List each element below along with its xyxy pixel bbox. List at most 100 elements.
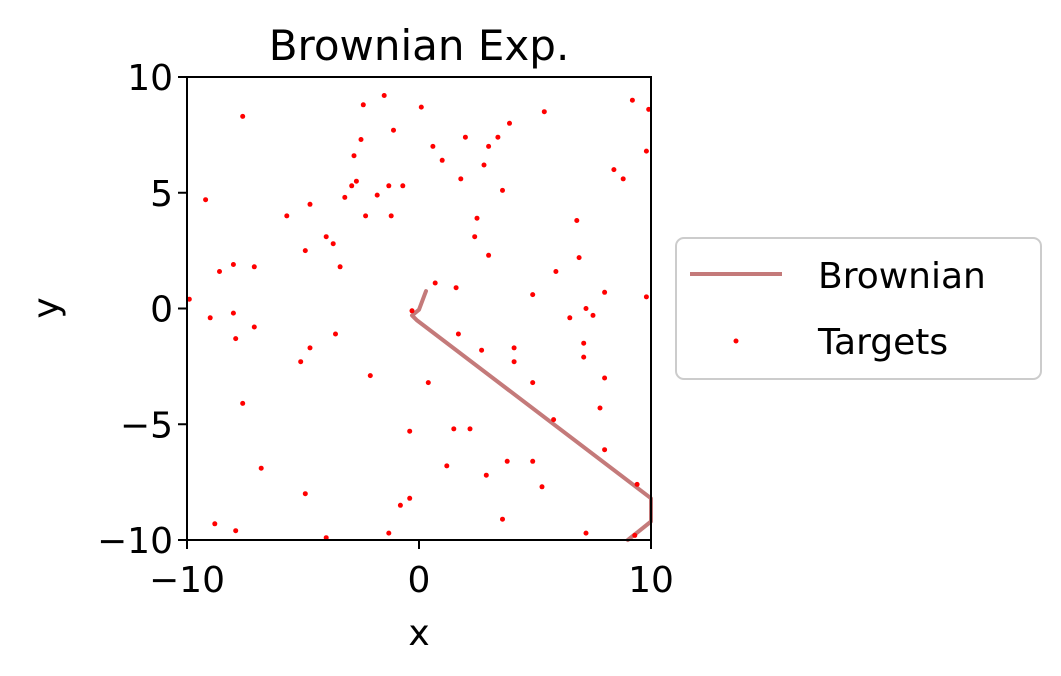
target-point-2	[207, 315, 213, 321]
target-point-81	[581, 354, 587, 360]
series-layer	[186, 93, 653, 542]
target-point-66	[504, 458, 510, 464]
target-point-91	[629, 97, 635, 103]
target-point-40	[407, 428, 413, 434]
target-point-92	[634, 481, 640, 487]
y-tick-label-2: 0	[150, 290, 173, 331]
target-point-0	[186, 296, 192, 302]
target-point-55	[467, 426, 473, 432]
target-point-63	[495, 134, 501, 140]
target-point-50	[451, 426, 457, 432]
target-point-32	[374, 192, 380, 198]
y-tick-label-3: 5	[150, 174, 173, 215]
target-point-7	[233, 336, 239, 342]
target-point-30	[363, 213, 369, 219]
target-point-86	[602, 447, 608, 453]
target-point-52	[458, 176, 464, 182]
target-point-5	[230, 262, 236, 267]
target-point-79	[576, 255, 582, 261]
target-point-80	[581, 340, 587, 346]
target-point-28	[358, 137, 364, 142]
target-point-46	[430, 143, 436, 149]
target-point-47	[432, 280, 438, 286]
target-point-23	[337, 264, 343, 270]
target-point-73	[541, 109, 547, 115]
x-tick-label-2: 10	[628, 560, 674, 601]
chart-title: Brownian Exp.	[269, 21, 570, 70]
target-point-54	[462, 134, 468, 140]
target-point-48	[439, 157, 445, 163]
target-point-4	[217, 269, 222, 274]
target-point-77	[567, 315, 573, 321]
target-point-78	[574, 218, 580, 223]
x-axis-label: x	[408, 613, 429, 654]
target-point-17	[307, 201, 313, 207]
y-axis-ticks: −10 −5 0 5 10	[97, 58, 187, 562]
x-tick-label-0: −10	[149, 560, 225, 601]
target-point-12	[251, 324, 257, 330]
target-point-62	[486, 252, 492, 258]
target-point-26	[351, 153, 357, 159]
target-point-35	[388, 213, 394, 219]
target-point-56	[472, 234, 478, 240]
brownian-path-line	[410, 289, 653, 542]
target-point-49	[444, 463, 450, 469]
y-axis-label: y	[26, 297, 67, 318]
x-tick-label-1: 0	[408, 560, 431, 601]
target-point-43	[323, 535, 329, 541]
legend: Brownian Targets	[675, 237, 1042, 380]
target-point-70	[530, 292, 536, 298]
x-axis-ticks: −10 0 10	[149, 540, 674, 601]
target-point-83	[583, 530, 589, 536]
target-point-72	[530, 380, 536, 386]
y-tick-label-1: −5	[120, 405, 173, 446]
target-point-18	[307, 345, 313, 351]
target-point-57	[474, 215, 480, 221]
target-point-20	[323, 234, 329, 240]
target-point-95	[643, 148, 649, 154]
target-point-53	[455, 331, 461, 337]
target-point-27	[353, 178, 359, 184]
target-point-85	[597, 405, 603, 411]
target-point-44	[418, 104, 424, 110]
target-point-24	[342, 194, 348, 200]
target-point-41	[409, 308, 415, 314]
y-tick-label-0: −10	[97, 521, 173, 562]
target-point-42	[386, 530, 392, 536]
legend-brownian-label: Brownian	[818, 256, 986, 297]
target-point-10	[240, 400, 246, 406]
target-point-90	[620, 176, 626, 182]
target-point-96	[646, 106, 652, 112]
target-point-19	[298, 359, 304, 365]
target-point-89	[611, 167, 617, 173]
target-point-25	[349, 183, 355, 189]
target-point-1	[203, 197, 209, 203]
target-point-75	[551, 417, 557, 423]
target-point-11	[251, 264, 257, 270]
target-point-15	[302, 248, 308, 254]
target-point-14	[284, 213, 290, 219]
target-point-21	[330, 241, 336, 247]
y-tick-label-4: 10	[127, 58, 173, 99]
target-point-68	[511, 359, 517, 365]
target-point-9	[240, 113, 246, 119]
target-point-31	[367, 373, 373, 379]
target-point-13	[258, 465, 264, 471]
target-point-65	[507, 120, 512, 126]
target-point-87	[602, 289, 608, 295]
target-point-51	[453, 285, 459, 291]
target-point-34	[386, 183, 392, 189]
target-point-6	[230, 310, 236, 316]
target-point-16	[302, 491, 308, 497]
target-point-69	[500, 516, 505, 522]
target-point-60	[483, 472, 489, 478]
target-point-37	[400, 183, 406, 189]
target-point-36	[391, 127, 396, 133]
target-point-61	[486, 143, 492, 149]
target-point-38	[397, 502, 403, 508]
target-point-29	[360, 102, 366, 108]
legend-targets-swatch	[733, 338, 739, 344]
target-point-67	[511, 345, 517, 351]
target-point-8	[233, 528, 239, 534]
target-point-76	[553, 269, 559, 274]
